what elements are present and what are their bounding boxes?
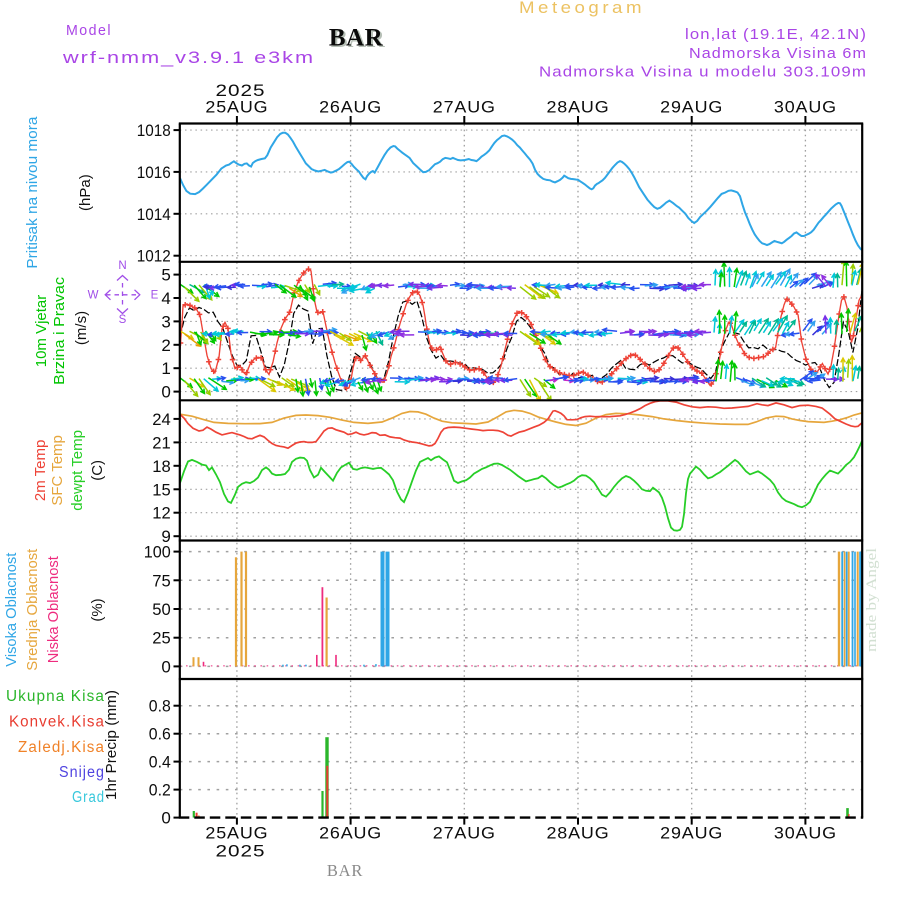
svg-text:21: 21 xyxy=(152,433,171,452)
svg-text:0: 0 xyxy=(161,809,170,828)
svg-text:50: 50 xyxy=(152,600,171,619)
svg-text:1018: 1018 xyxy=(137,121,171,140)
svg-text:W: W xyxy=(88,290,99,302)
svg-text:0: 0 xyxy=(161,383,170,402)
svg-text:Meteogram: Meteogram xyxy=(519,0,645,17)
svg-text:75: 75 xyxy=(152,571,171,590)
svg-text:Srednja Oblacnost: Srednja Oblacnost xyxy=(24,548,41,671)
svg-text:1012: 1012 xyxy=(137,247,171,266)
svg-text:0.4: 0.4 xyxy=(149,753,171,772)
svg-text:2: 2 xyxy=(161,336,170,355)
svg-text:Nadmorska Visina 6m: Nadmorska Visina 6m xyxy=(689,45,867,62)
svg-text:(%): (%) xyxy=(89,598,106,621)
svg-text:BAR: BAR xyxy=(327,861,363,880)
svg-text:0: 0 xyxy=(161,657,170,676)
svg-text:29AUG: 29AUG xyxy=(660,824,723,843)
svg-text:2m Temp: 2m Temp xyxy=(32,440,49,501)
svg-text:Brzina i Pravac: Brzina i Pravac xyxy=(51,276,68,385)
svg-text:28AUG: 28AUG xyxy=(547,824,610,843)
svg-text:BAR: BAR xyxy=(331,26,386,53)
svg-text:Konvek.Kisa: Konvek.Kisa xyxy=(9,714,105,731)
svg-text:100: 100 xyxy=(144,543,171,562)
svg-text:12: 12 xyxy=(152,504,171,523)
svg-text:Nadmorska Visina u modelu 303.: Nadmorska Visina u modelu 303.109m xyxy=(539,64,867,81)
svg-text:E: E xyxy=(151,290,159,302)
svg-text:5: 5 xyxy=(161,266,170,285)
svg-text:Model: Model xyxy=(66,23,112,39)
svg-text:Ukupna Kisa: Ukupna Kisa xyxy=(6,688,105,705)
svg-text:26AUG: 26AUG xyxy=(319,98,382,117)
svg-text:25: 25 xyxy=(152,629,171,648)
svg-text:S: S xyxy=(119,314,127,326)
svg-text:18: 18 xyxy=(152,457,171,476)
svg-text:0.6: 0.6 xyxy=(149,725,171,744)
svg-text:lon,lat (19.1E, 42.1N): lon,lat (19.1E, 42.1N) xyxy=(685,26,867,43)
svg-text:BAR: BAR xyxy=(329,25,384,52)
svg-text:29AUG: 29AUG xyxy=(660,98,723,117)
svg-text:Snijeg: Snijeg xyxy=(59,764,105,781)
svg-text:25AUG: 25AUG xyxy=(205,824,268,843)
svg-text:(C): (C) xyxy=(89,460,106,481)
svg-text:1: 1 xyxy=(161,359,170,378)
svg-text:24: 24 xyxy=(152,410,171,429)
svg-text:9: 9 xyxy=(161,527,170,546)
svg-text:0.2: 0.2 xyxy=(149,781,171,800)
svg-text:28AUG: 28AUG xyxy=(547,98,610,117)
svg-text:30AUG: 30AUG xyxy=(774,824,837,843)
svg-text:1hr Precip (mm): 1hr Precip (mm) xyxy=(103,690,120,800)
svg-text:1014: 1014 xyxy=(137,205,171,224)
svg-text:Zaledj.Kisa: Zaledj.Kisa xyxy=(18,739,105,756)
svg-text:N: N xyxy=(118,260,126,272)
svg-text:SFC Temp: SFC Temp xyxy=(49,435,66,506)
svg-text:Niska Oblacnost: Niska Oblacnost xyxy=(45,555,62,663)
svg-text:3: 3 xyxy=(161,312,170,331)
svg-text:1016: 1016 xyxy=(137,163,171,182)
svg-text:15: 15 xyxy=(152,480,171,499)
svg-text:dewpt Temp: dewpt Temp xyxy=(69,430,86,511)
svg-text:Pritisak na nivou mora: Pritisak na nivou mora xyxy=(24,116,41,269)
svg-text:0.8: 0.8 xyxy=(149,697,171,716)
svg-text:Grad: Grad xyxy=(72,789,105,806)
svg-text:10m Vjetar: 10m Vjetar xyxy=(33,295,50,368)
svg-text:27AUG: 27AUG xyxy=(433,824,496,843)
svg-text:2025: 2025 xyxy=(216,81,266,100)
svg-text:25AUG: 25AUG xyxy=(205,98,268,117)
svg-text:2025: 2025 xyxy=(216,842,266,861)
svg-text:(hPa): (hPa) xyxy=(77,174,94,211)
svg-text:made by Angel: made by Angel xyxy=(864,548,880,652)
svg-text:wrf-nmm_v3.9.1 e3km: wrf-nmm_v3.9.1 e3km xyxy=(62,49,315,67)
svg-text:4: 4 xyxy=(161,289,170,308)
svg-text:(m/s): (m/s) xyxy=(73,311,90,345)
svg-text:30AUG: 30AUG xyxy=(774,98,837,117)
svg-text:26AUG: 26AUG xyxy=(319,824,382,843)
svg-text:27AUG: 27AUG xyxy=(433,98,496,117)
svg-text:Visoka Oblacnost: Visoka Oblacnost xyxy=(3,552,20,667)
